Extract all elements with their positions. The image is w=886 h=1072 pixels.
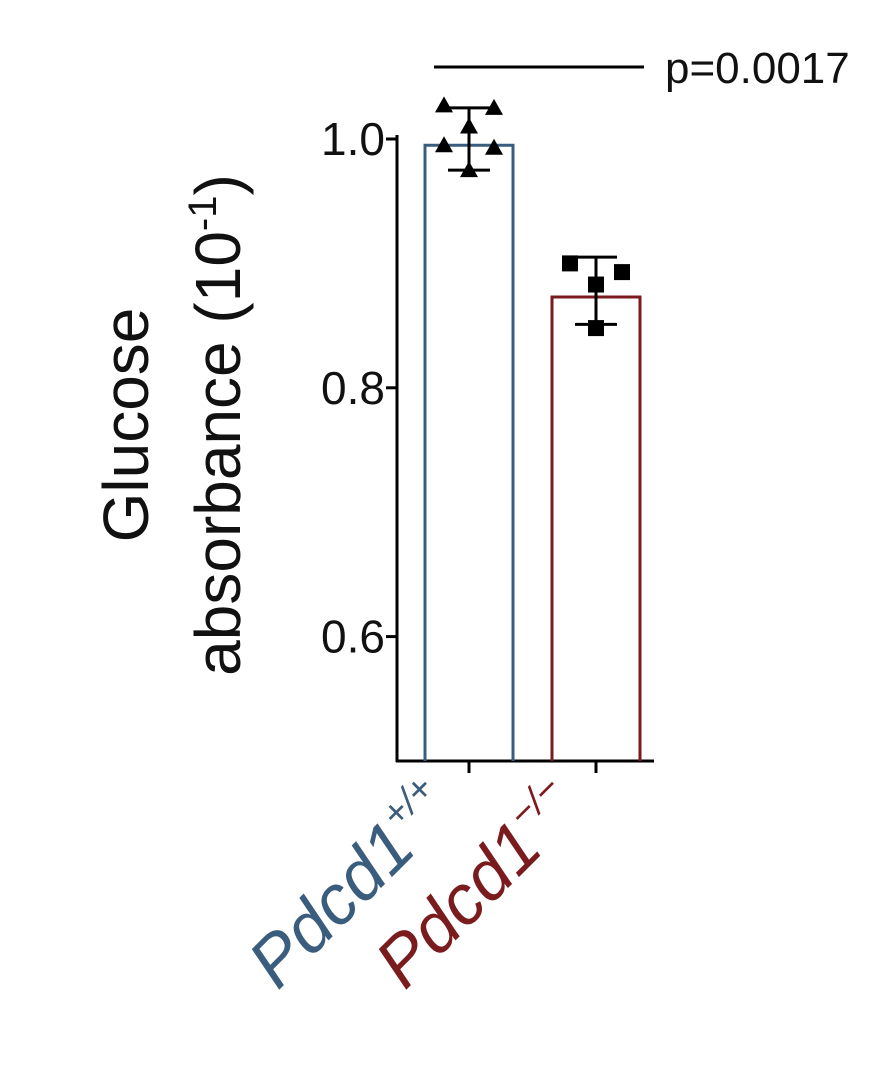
bar: [423, 143, 515, 761]
data-point-square: [588, 320, 604, 337]
data-point-triangle: [435, 136, 453, 153]
data-point-square: [562, 255, 578, 272]
y-axis-label-line2: absorbance (10-1): [181, 174, 254, 676]
data-point-triangle: [460, 117, 478, 134]
y-axis-label-line1: Glucose: [90, 308, 162, 543]
data-point-triangle: [485, 138, 503, 155]
data-point-triangle: [435, 96, 453, 113]
data-point-square: [588, 276, 604, 293]
y-tick-label: 0.6: [321, 611, 385, 663]
data-point-square: [614, 264, 630, 281]
bar: [550, 295, 642, 761]
y-tick-label: 1.0: [321, 113, 385, 165]
p-value-label: p=0.0017: [665, 44, 850, 93]
y-tick-label: 0.8: [321, 362, 385, 414]
data-point-triangle: [460, 161, 478, 178]
data-point-triangle: [485, 98, 503, 115]
